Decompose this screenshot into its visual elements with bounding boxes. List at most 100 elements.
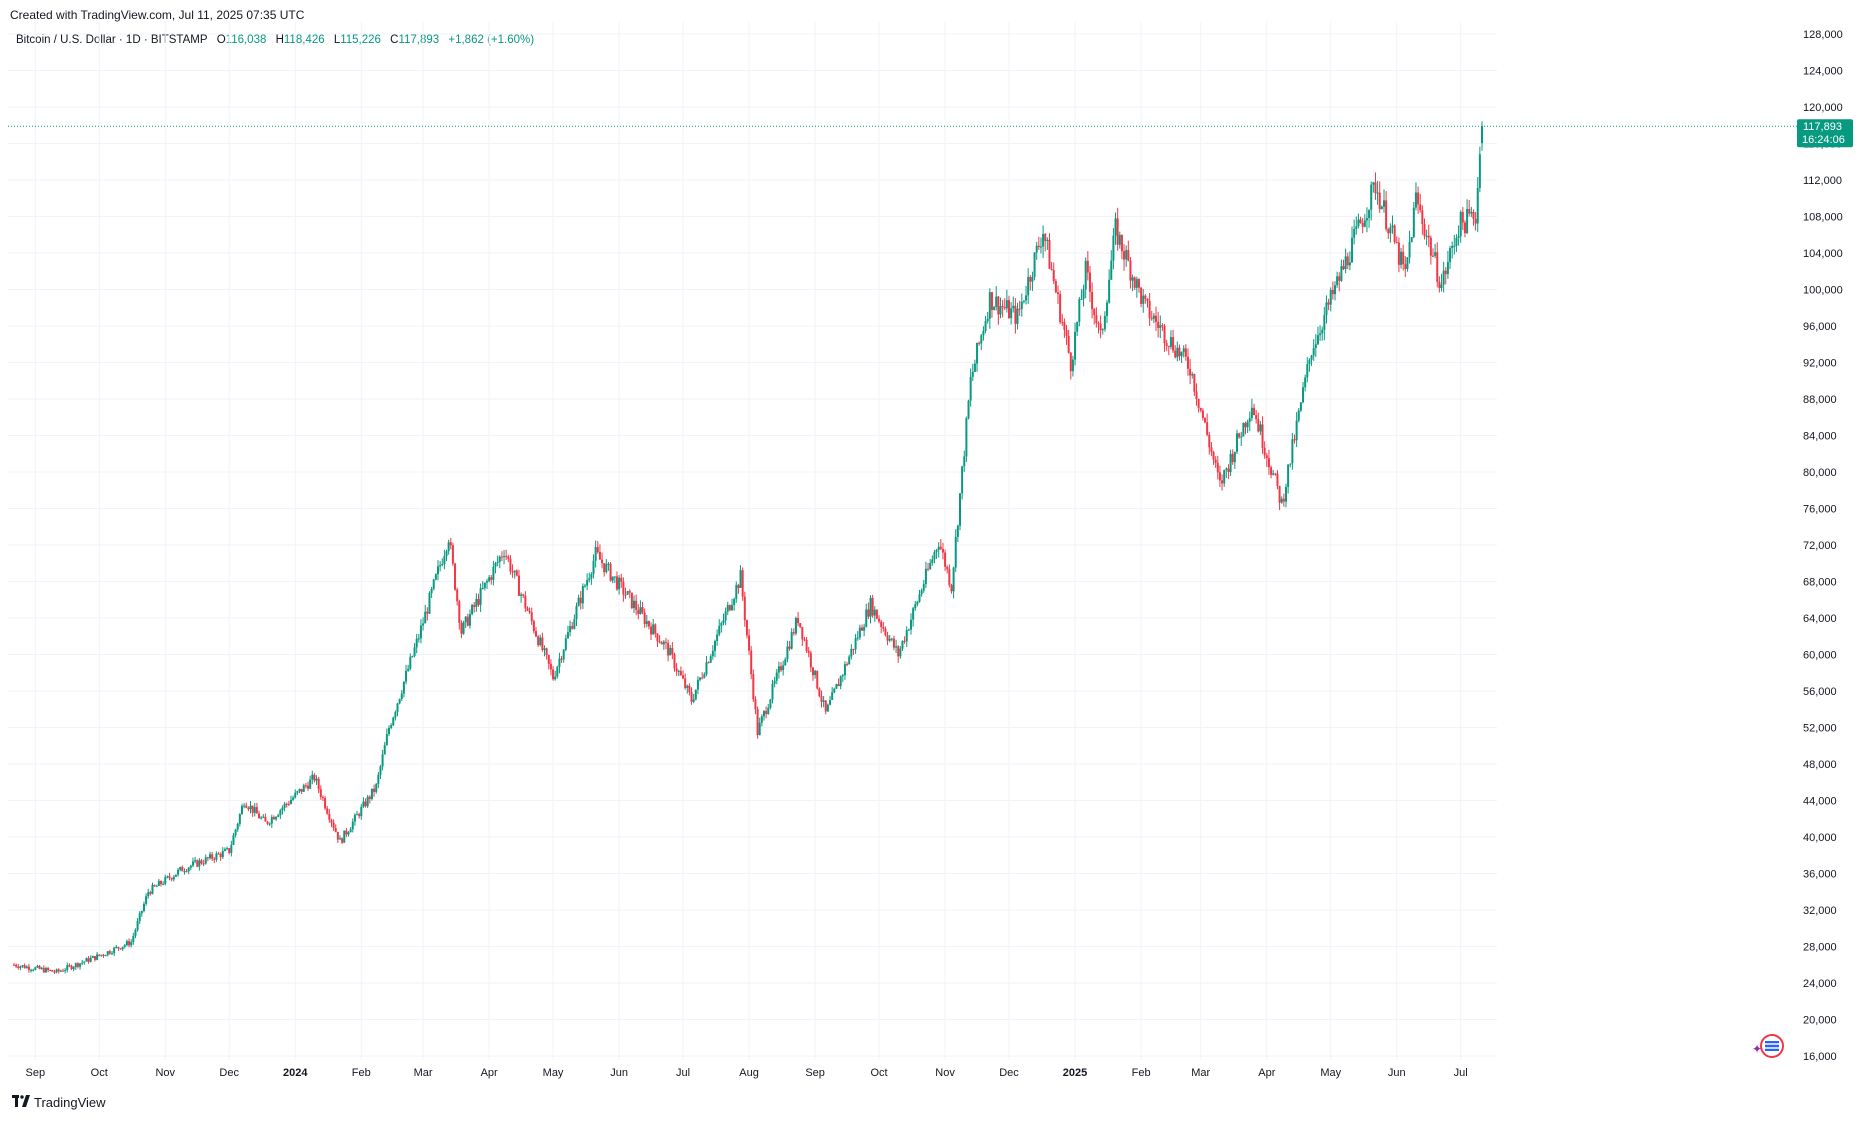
candle-body[interactable] bbox=[27, 966, 30, 970]
candle-body[interactable] bbox=[221, 850, 224, 858]
candle-body[interactable] bbox=[454, 563, 457, 590]
candle-body[interactable] bbox=[1329, 289, 1332, 305]
candle-body[interactable] bbox=[882, 626, 885, 629]
candle-body[interactable] bbox=[1423, 224, 1426, 236]
candle-body[interactable] bbox=[117, 946, 120, 949]
candle-body[interactable] bbox=[113, 947, 116, 954]
candle-body[interactable] bbox=[1316, 335, 1319, 345]
candle-body[interactable] bbox=[313, 774, 316, 781]
candle-body[interactable] bbox=[897, 646, 900, 657]
candle-body[interactable] bbox=[42, 967, 45, 973]
candle-body[interactable] bbox=[1333, 285, 1336, 295]
candle-body[interactable] bbox=[886, 635, 889, 641]
candle-body[interactable] bbox=[1123, 251, 1126, 260]
candle-body[interactable] bbox=[511, 571, 514, 573]
candle-body[interactable] bbox=[1297, 410, 1300, 421]
candle-body[interactable] bbox=[1259, 424, 1262, 432]
candle-body[interactable] bbox=[289, 799, 292, 804]
candle-body[interactable] bbox=[790, 632, 793, 649]
candle-body[interactable] bbox=[443, 556, 446, 564]
candle-body[interactable] bbox=[1444, 270, 1447, 275]
candle-body[interactable] bbox=[134, 929, 137, 936]
candle-body[interactable] bbox=[1172, 337, 1175, 351]
candle-body[interactable] bbox=[302, 785, 305, 792]
candle-body[interactable] bbox=[677, 671, 680, 673]
candle-body[interactable] bbox=[1376, 192, 1379, 194]
candle-body[interactable] bbox=[381, 754, 384, 767]
candle-body[interactable] bbox=[76, 963, 79, 967]
candle-body[interactable] bbox=[856, 637, 859, 639]
candle-body[interactable] bbox=[168, 876, 171, 879]
candle-body[interactable] bbox=[982, 330, 985, 336]
candle-body[interactable] bbox=[1421, 210, 1424, 225]
candle-body[interactable] bbox=[451, 545, 454, 564]
candle-body[interactable] bbox=[349, 829, 352, 833]
candle-body[interactable] bbox=[1116, 218, 1119, 245]
candle-body[interactable] bbox=[1044, 234, 1047, 241]
candle-body[interactable] bbox=[332, 822, 335, 829]
candle-body[interactable] bbox=[1165, 343, 1168, 346]
candle-body[interactable] bbox=[890, 638, 893, 640]
candle-body[interactable] bbox=[984, 321, 987, 331]
candle-body[interactable] bbox=[628, 591, 631, 593]
candle-body[interactable] bbox=[79, 963, 82, 967]
candle-body[interactable] bbox=[1276, 473, 1279, 486]
candle-body[interactable] bbox=[739, 570, 742, 588]
candle-body[interactable] bbox=[119, 948, 122, 950]
candle-body[interactable] bbox=[428, 593, 431, 614]
candle-body[interactable] bbox=[362, 801, 365, 807]
candle-body[interactable] bbox=[944, 552, 947, 567]
candle-body[interactable] bbox=[1265, 455, 1268, 459]
candle-body[interactable] bbox=[816, 670, 819, 689]
candle-body[interactable] bbox=[1331, 289, 1334, 295]
candle-body[interactable] bbox=[656, 633, 659, 642]
candle-body[interactable] bbox=[132, 935, 135, 942]
candle-body[interactable] bbox=[1216, 462, 1219, 473]
candle-body[interactable] bbox=[1359, 219, 1362, 224]
candle-body[interactable] bbox=[509, 558, 512, 572]
candle-body[interactable] bbox=[30, 969, 33, 971]
candle-body[interactable] bbox=[1459, 212, 1462, 237]
candle-body[interactable] bbox=[1312, 348, 1315, 356]
candle-body[interactable] bbox=[471, 604, 474, 615]
candle-body[interactable] bbox=[202, 863, 205, 865]
candle-body[interactable] bbox=[191, 861, 194, 866]
candle-body[interactable] bbox=[328, 813, 331, 820]
candle-body[interactable] bbox=[1108, 279, 1111, 303]
candle-body[interactable] bbox=[1250, 407, 1253, 419]
candle-body[interactable] bbox=[517, 575, 520, 596]
candle-body[interactable] bbox=[1449, 248, 1452, 263]
candle-body[interactable] bbox=[1082, 289, 1085, 299]
candle-body[interactable] bbox=[140, 911, 143, 914]
candle-body[interactable] bbox=[530, 612, 533, 622]
candle-body[interactable] bbox=[507, 556, 510, 559]
candle-body[interactable] bbox=[1163, 325, 1166, 344]
candle-body[interactable] bbox=[584, 585, 587, 587]
candle-body[interactable] bbox=[888, 639, 891, 641]
candle-body[interactable] bbox=[907, 629, 910, 631]
candle-body[interactable] bbox=[338, 838, 341, 840]
candle-body[interactable] bbox=[426, 611, 429, 614]
candle-body[interactable] bbox=[91, 956, 94, 958]
candle-body[interactable] bbox=[490, 577, 493, 580]
candle-body[interactable] bbox=[1346, 256, 1349, 266]
candle-body[interactable] bbox=[1197, 398, 1200, 408]
candle-body[interactable] bbox=[765, 711, 768, 715]
candle-body[interactable] bbox=[196, 860, 199, 867]
candle-body[interactable] bbox=[236, 823, 239, 830]
candle-body[interactable] bbox=[532, 621, 535, 632]
candle-body[interactable] bbox=[298, 788, 301, 792]
candle-body[interactable] bbox=[1387, 229, 1390, 234]
candle-body[interactable] bbox=[162, 883, 165, 885]
candle-body[interactable] bbox=[136, 921, 139, 930]
candle-body[interactable] bbox=[737, 585, 740, 588]
candle-body[interactable] bbox=[1282, 498, 1285, 502]
candle-body[interactable] bbox=[206, 857, 209, 859]
candle-body[interactable] bbox=[1406, 257, 1409, 270]
candle-body[interactable] bbox=[230, 844, 233, 853]
candle-body[interactable] bbox=[260, 817, 263, 819]
candle-body[interactable] bbox=[841, 675, 844, 677]
candle-body[interactable] bbox=[358, 814, 361, 817]
candle-body[interactable] bbox=[750, 650, 753, 675]
